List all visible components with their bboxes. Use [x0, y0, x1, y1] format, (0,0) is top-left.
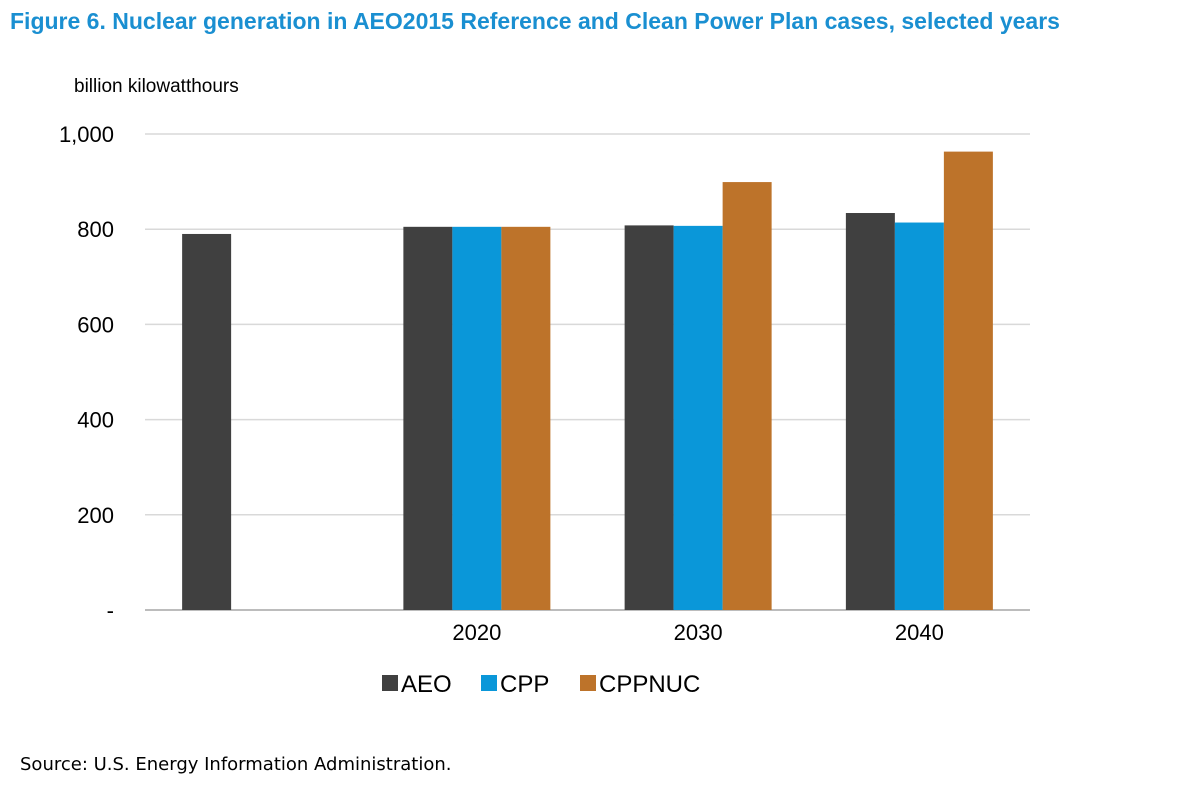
bar-aeo [845, 213, 895, 611]
y-tick-label: 1,000 [59, 122, 114, 147]
x-tick-label: 2030 [674, 620, 723, 645]
chart-title: Figure 6. Nuclear generation in AEO2015 … [10, 8, 1060, 34]
x-tick-label: 2040 [895, 620, 944, 645]
legend-label-cpp: CPP [500, 671, 549, 698]
y-tick-label: 800 [77, 217, 114, 242]
bar-cpp [673, 225, 723, 611]
bar-cpp [894, 222, 944, 610]
bar-cppnuc [943, 151, 993, 610]
bar-aeo [624, 225, 674, 610]
y-tick-label: 400 [77, 408, 114, 433]
x-tick-label: 2020 [452, 620, 501, 645]
legend-swatch-cppnuc [580, 675, 596, 691]
source-note: Source: U.S. Energy Information Administ… [20, 754, 452, 775]
bar-cppnuc [501, 226, 551, 610]
bar-aeo [403, 226, 453, 610]
legend-label-aeo: AEO [401, 671, 452, 698]
y-tick-label: 200 [77, 503, 114, 528]
bar-aeo [182, 233, 232, 610]
bar-cppnuc [722, 182, 772, 611]
legend-swatch-cpp [481, 675, 497, 691]
y-tick-label: 600 [77, 312, 114, 337]
legend-label-cppnuc: CPPNUC [599, 671, 700, 698]
bar-cpp [452, 226, 502, 610]
legend-swatch-aeo [382, 675, 398, 691]
y-tick-label: - [107, 598, 114, 623]
y-axis-label: billion kilowatthours [74, 76, 239, 97]
